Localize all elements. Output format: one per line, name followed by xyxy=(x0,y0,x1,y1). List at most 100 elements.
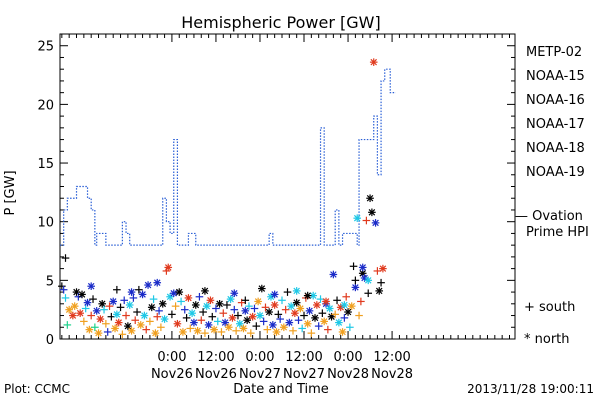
south-point xyxy=(340,314,349,322)
data-points xyxy=(58,58,387,339)
south-point xyxy=(58,282,66,291)
north-point xyxy=(111,324,119,333)
south-point xyxy=(61,254,70,262)
north-point xyxy=(127,326,136,335)
north-point xyxy=(292,298,301,307)
north-point xyxy=(160,315,169,323)
north-point xyxy=(344,308,352,316)
north-point xyxy=(140,311,149,320)
south-point xyxy=(261,303,270,312)
south-point xyxy=(333,296,341,305)
north-point xyxy=(78,290,86,299)
south-point xyxy=(162,267,171,275)
north-point xyxy=(258,284,266,293)
north-point xyxy=(215,300,224,308)
north-point xyxy=(248,312,257,321)
x-tick-date-label: Nov26 xyxy=(151,367,193,382)
x-tick-date-label: Nov26 xyxy=(195,367,237,382)
south-point xyxy=(133,308,141,316)
north-point xyxy=(309,291,317,300)
south-point xyxy=(314,322,323,330)
south-point xyxy=(213,317,222,326)
north-point xyxy=(221,318,229,327)
legend-item: NOAA-15 xyxy=(526,69,585,84)
south-point xyxy=(91,323,99,332)
north-point xyxy=(285,318,294,327)
south-point xyxy=(116,303,125,312)
south-point xyxy=(118,330,127,339)
south-point xyxy=(349,262,358,271)
north-point xyxy=(235,319,244,328)
south-point xyxy=(259,317,268,326)
north-point xyxy=(193,326,202,335)
legend-item: METP-02 xyxy=(526,45,582,60)
y-tick-label: 0 xyxy=(46,333,54,348)
x-tick-time-label: 0:00 xyxy=(245,350,274,365)
south-point xyxy=(252,322,261,330)
north-point xyxy=(379,264,387,273)
y-axis-label: P [GW] xyxy=(3,170,18,215)
south-point xyxy=(113,285,121,294)
x-tick-time-label: 0:00 xyxy=(333,350,362,365)
south-point xyxy=(250,304,259,313)
north-point xyxy=(76,309,84,317)
x-tick-time-label: 12:00 xyxy=(197,350,234,365)
north-point xyxy=(206,296,215,305)
north-point xyxy=(325,304,334,313)
south-point xyxy=(103,328,112,336)
north-point xyxy=(254,297,262,306)
south-point xyxy=(177,297,185,306)
south-point xyxy=(324,325,332,334)
south-point xyxy=(146,317,154,326)
north-point xyxy=(280,323,288,332)
south-point xyxy=(274,310,283,319)
north-point xyxy=(322,297,330,306)
north-point xyxy=(175,288,184,296)
north-point xyxy=(138,290,147,299)
north-point xyxy=(210,325,218,334)
north-point xyxy=(169,289,178,298)
north-point xyxy=(364,276,373,285)
north-point xyxy=(371,219,380,227)
south-point xyxy=(87,311,95,320)
legend-south: + south xyxy=(524,300,575,315)
north-point xyxy=(188,309,196,317)
south-point xyxy=(131,316,140,325)
south-point xyxy=(377,278,385,287)
south-point xyxy=(122,311,130,320)
north-point xyxy=(96,315,105,323)
north-point xyxy=(125,301,134,309)
north-point xyxy=(305,307,314,315)
legend-model-line1: — Ovation xyxy=(515,209,583,224)
south-point xyxy=(219,309,228,317)
south-point xyxy=(212,304,220,313)
north-point xyxy=(351,283,360,292)
south-point xyxy=(364,289,373,298)
north-point xyxy=(65,305,73,314)
north-point xyxy=(114,318,123,327)
north-point xyxy=(230,289,239,298)
south-point xyxy=(142,325,151,334)
north-point xyxy=(179,328,187,336)
north-point xyxy=(144,281,152,289)
legend-item: NOAA-18 xyxy=(526,141,585,156)
south-point xyxy=(197,316,206,325)
y-tick-label: 5 xyxy=(46,274,54,289)
north-point xyxy=(292,287,301,295)
north-point xyxy=(296,304,305,313)
south-point xyxy=(102,319,110,328)
legend-item: NOAA-17 xyxy=(526,117,585,132)
north-point xyxy=(109,297,118,306)
south-point xyxy=(362,216,371,225)
south-point xyxy=(357,297,365,306)
south-point xyxy=(241,296,250,305)
x-tick-date-label: Nov27 xyxy=(239,367,281,382)
y-tick-label: 25 xyxy=(37,40,54,55)
x-axis-label: Date and Time xyxy=(233,382,329,397)
south-point xyxy=(355,311,363,320)
north-point xyxy=(113,310,121,319)
north-point xyxy=(226,295,235,303)
south-point xyxy=(199,308,207,316)
x-tick-date-label: Nov28 xyxy=(327,367,369,382)
